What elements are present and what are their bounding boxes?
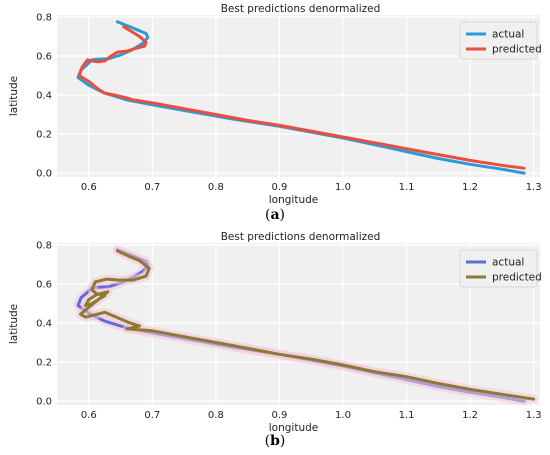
x-tick-label: 0.9 <box>271 410 287 421</box>
x-tick-label: 0.6 <box>81 182 97 193</box>
chart-panel-b: 0.6 0.7 0.8 0.9 1.0 1.1 1.2 1.3 0.0 0.2 0.4 0.6 0.8 B… <box>8 231 542 433</box>
legend-label-actual: actual <box>492 29 524 41</box>
x-tick-label: 1.0 <box>335 182 351 193</box>
x-tick-label: 1.1 <box>399 182 415 193</box>
x-tick-label: 0.7 <box>144 410 160 421</box>
chart-panel-a: 0.6 0.7 0.8 0.9 1.0 1.1 1.2 1.3 0.0 0.2 0.4 0.6 0.8 B… <box>8 3 542 205</box>
x-tick-label: 0.8 <box>208 182 224 193</box>
caption-b-close: ) <box>279 433 286 449</box>
legend-label-actual: actual <box>492 257 524 269</box>
caption-b-open: ( <box>264 433 271 449</box>
x-tick-label: 0.9 <box>271 182 287 193</box>
y-tick-label: 0.2 <box>36 130 52 141</box>
x-tick-label: 0.6 <box>81 410 97 421</box>
chart-title: Best predictions denormalized <box>221 231 381 243</box>
x-tick-label: 1.1 <box>399 410 415 421</box>
y-tick-label: 0.4 <box>36 319 52 330</box>
legend-label-predicted: predicted <box>492 44 542 56</box>
x-tick-label: 0.8 <box>208 410 224 421</box>
y-tick-label: 0.8 <box>36 12 52 23</box>
legend-label-predicted: predicted <box>492 272 542 284</box>
caption-b: (b) <box>0 433 550 449</box>
series-line-predicted <box>79 249 536 401</box>
x-tick-label: 1.2 <box>462 182 478 193</box>
x-axis-label: longitude <box>269 422 318 433</box>
y-tick-label: 0.2 <box>36 358 52 369</box>
y-axis-label: latitude <box>8 304 20 344</box>
y-tick-label: 0.6 <box>36 51 52 62</box>
x-tick-label: 1.0 <box>335 410 351 421</box>
y-tick-label: 0.6 <box>36 279 52 290</box>
caption-b-letter: b <box>270 433 280 449</box>
chart-title: Best predictions denormalized <box>221 3 381 15</box>
x-tick-label: 1.2 <box>462 410 478 421</box>
y-axis-label: latitude <box>8 76 20 116</box>
caption-a-close: ) <box>279 207 285 223</box>
y-tick-label: 0.0 <box>36 169 52 180</box>
caption-a: (a) <box>0 207 550 223</box>
y-tick-label: 0.4 <box>36 91 52 102</box>
x-axis-label: longitude <box>269 194 318 205</box>
x-tick-label: 0.7 <box>144 182 160 193</box>
x-tick-label: 1.3 <box>526 182 542 193</box>
y-tick-label: 0.8 <box>36 240 52 251</box>
x-tick-label: 1.3 <box>526 410 542 421</box>
y-tick-label: 0.0 <box>36 397 52 408</box>
caption-a-open: ( <box>264 207 271 223</box>
caption-a-letter: a <box>270 207 280 223</box>
series-line-predicted <box>77 25 526 170</box>
